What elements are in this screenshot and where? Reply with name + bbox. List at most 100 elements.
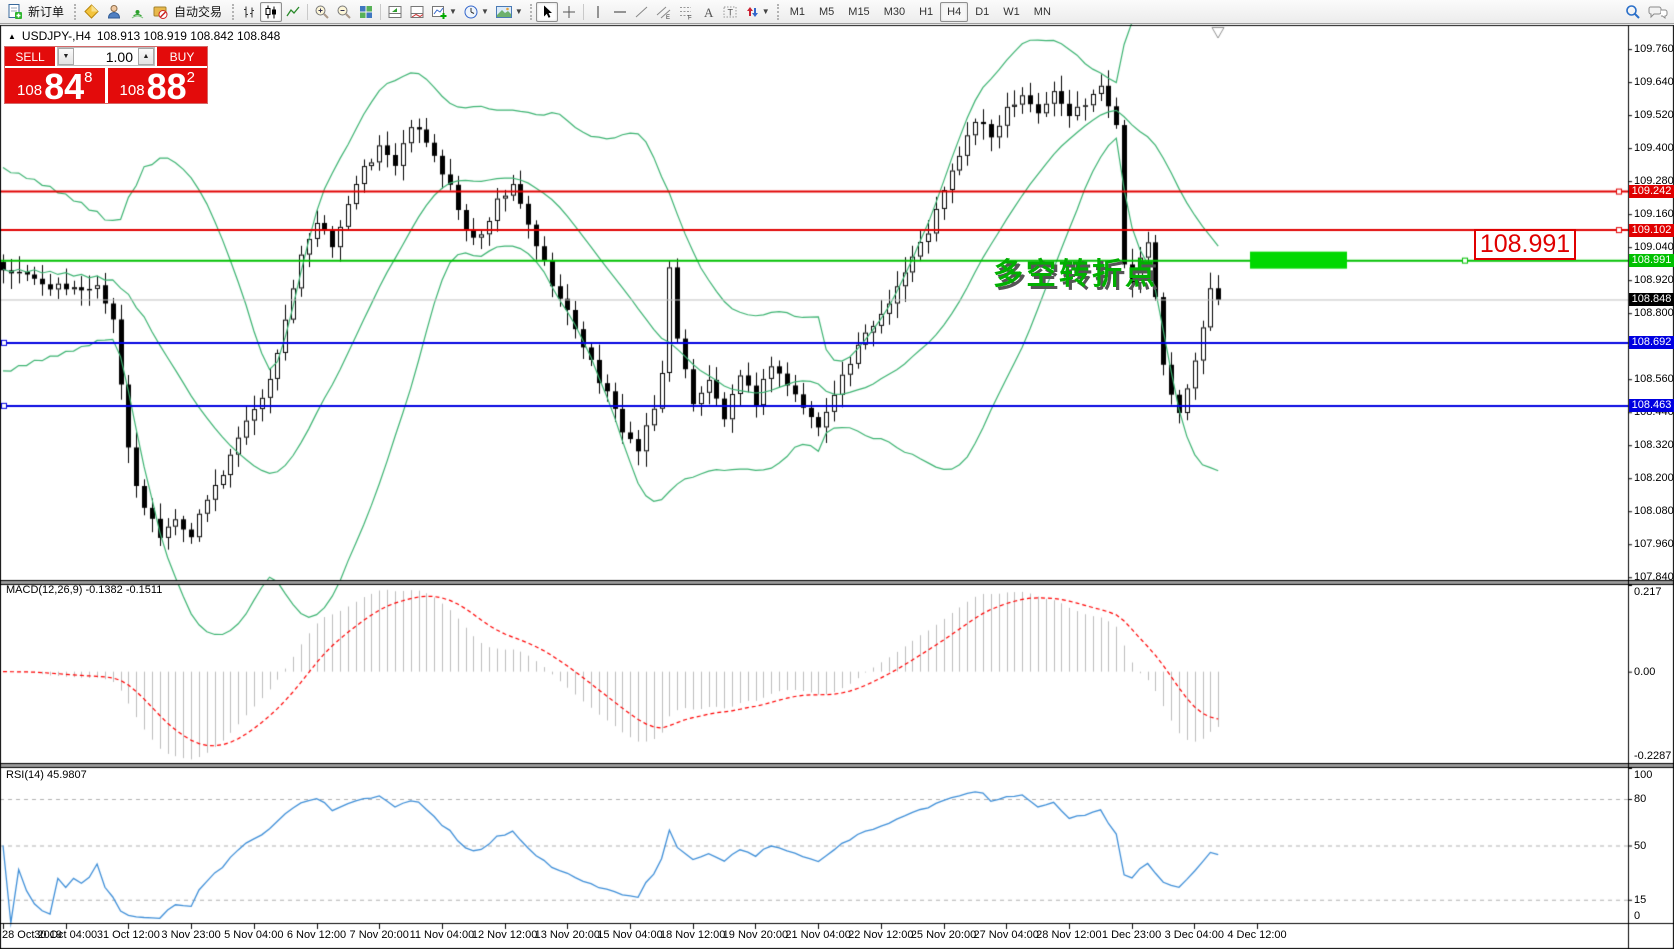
timeframe-button-d1[interactable]: D1 xyxy=(975,5,990,18)
toolbar-separator xyxy=(582,3,584,20)
add-indicator-button[interactable]: ▼ xyxy=(428,2,460,22)
rsi-pane-label: RSI(14) 45.9807 xyxy=(6,769,87,781)
toolbar-grip xyxy=(776,3,779,20)
zoom-out-button[interactable] xyxy=(333,2,355,22)
zoom-in-icon xyxy=(315,5,329,19)
dropdown-caret-icon: ▼ xyxy=(449,6,457,16)
profile-icon xyxy=(108,5,121,19)
horizontal-line-icon xyxy=(613,11,626,12)
timeframe-group: M1 M5 M15 M30 H1 H4 D1 W1 MN xyxy=(783,1,1058,22)
volume-input[interactable]: 1.00 xyxy=(105,48,133,65)
timeframe-button-m30[interactable]: M30 xyxy=(883,5,906,18)
cursor-tool-button[interactable] xyxy=(535,1,558,22)
buy-price-big: 88 xyxy=(146,66,187,107)
collapse-triangle-icon[interactable]: ▲ xyxy=(8,31,16,41)
auto-trading-icon xyxy=(153,6,168,19)
toolbar-separator xyxy=(380,3,382,20)
cursor-icon xyxy=(543,5,552,18)
zoom-in-button[interactable] xyxy=(311,2,333,22)
timeframe-button-h4[interactable]: H4 xyxy=(940,1,969,22)
tile-windows-icon xyxy=(360,5,373,18)
bar-chart-icon xyxy=(244,6,255,17)
clock-icon xyxy=(464,5,478,18)
buy-price-button[interactable]: 108 88 2 xyxy=(107,66,207,107)
search-icon xyxy=(1626,4,1640,19)
text-icon: A xyxy=(704,5,714,20)
horizontal-line-tool-button[interactable] xyxy=(609,2,631,22)
crosshair-icon xyxy=(562,5,575,18)
svg-text:A: A xyxy=(704,5,714,20)
market-button[interactable] xyxy=(80,2,103,22)
auto-trading-button[interactable]: 自动交易 xyxy=(149,2,228,22)
community-chat-button[interactable] xyxy=(1645,2,1671,22)
period-button[interactable]: ▼ xyxy=(460,2,492,22)
label-tool-button[interactable]: T xyxy=(719,2,741,22)
buy-price-sup: 2 xyxy=(186,69,195,86)
timeframe-button-m1[interactable]: M1 xyxy=(789,5,805,18)
chat-bubbles-icon xyxy=(1648,6,1668,19)
indicator-window-icon xyxy=(410,5,424,18)
volume-decrease-button[interactable]: ▼ xyxy=(58,48,74,65)
chart-ohlc-quotes: 108.913 108.919 108.842 108.848 xyxy=(96,29,281,43)
arrow-shapes-icon xyxy=(746,6,758,17)
toolbar: 新订单 自动交易 ▼ ▼ ▼ E F A T ▼ M1 M5 M15 M30 H1 H4 D… xyxy=(0,0,1674,24)
line-chart-button[interactable] xyxy=(282,2,304,22)
trendline-tool-button[interactable] xyxy=(631,2,653,22)
new-order-icon xyxy=(8,4,22,19)
svg-text:T: T xyxy=(727,7,733,17)
sell-price-big: 84 xyxy=(44,66,85,107)
new-order-label: 新订单 xyxy=(28,5,65,19)
data-window-button[interactable] xyxy=(384,2,406,22)
fibonacci-tool-button[interactable]: F xyxy=(675,2,697,22)
trendline-icon xyxy=(635,6,648,17)
timeframe-button-m15[interactable]: M15 xyxy=(848,5,870,18)
zoom-out-icon xyxy=(337,5,351,19)
sell-price-sup: 8 xyxy=(84,69,93,86)
template-button[interactable]: ▼ xyxy=(492,2,526,22)
text-label-icon: T xyxy=(723,6,737,17)
new-order-button[interactable]: 新订单 xyxy=(3,2,70,22)
toolbar-grip xyxy=(74,3,77,20)
candlestick-chart-icon xyxy=(265,5,277,18)
signal-button[interactable] xyxy=(126,2,149,22)
add-indicator-icon xyxy=(432,5,447,19)
bar-chart-button[interactable] xyxy=(238,2,260,22)
equidistant-channel-icon: E xyxy=(656,6,671,20)
buy-button[interactable]: BUY xyxy=(157,47,207,66)
auto-trading-label: 自动交易 xyxy=(174,5,223,19)
timeframe-button-mn[interactable]: MN xyxy=(1033,5,1051,18)
line-chart-icon xyxy=(286,6,300,16)
volume-increase-button[interactable]: ▲ xyxy=(138,48,154,65)
candlestick-chart-button[interactable] xyxy=(260,1,283,22)
buy-price-prefix: 108 xyxy=(119,82,145,99)
svg-text:F: F xyxy=(688,15,692,20)
timeframe-button-m5[interactable]: M5 xyxy=(819,5,835,18)
text-tool-button[interactable]: A xyxy=(697,2,719,22)
arrows-tool-button[interactable]: ▼ xyxy=(741,2,773,22)
sell-price-prefix: 108 xyxy=(17,82,43,99)
fibonacci-icon: F xyxy=(679,6,692,20)
dropdown-caret-icon: ▼ xyxy=(761,6,770,16)
search-button[interactable] xyxy=(1621,2,1645,22)
sell-button[interactable]: SELL xyxy=(5,47,55,66)
timeframe-button-w1[interactable]: W1 xyxy=(1003,5,1020,18)
market-diamond-icon xyxy=(84,4,99,19)
dropdown-caret-icon: ▼ xyxy=(480,6,489,16)
indicator-window-button[interactable] xyxy=(406,2,428,22)
macd-pane-label: MACD(12,26,9) -0.1382 -0.1511 xyxy=(6,584,163,596)
chart-annotation-text: 多空转折点 xyxy=(993,258,1158,291)
toolbar-grip xyxy=(232,3,235,20)
profile-button[interactable] xyxy=(103,2,126,22)
svg-text:E: E xyxy=(666,15,670,20)
vertical-line-tool-button[interactable] xyxy=(587,2,609,22)
dropdown-caret-icon: ▼ xyxy=(514,6,523,16)
toolbar-grip xyxy=(529,3,532,20)
signal-icon xyxy=(131,10,144,19)
tile-windows-button[interactable] xyxy=(355,2,377,22)
timeframe-button-h1[interactable]: H1 xyxy=(919,5,934,18)
channel-tool-button[interactable]: E xyxy=(653,2,675,22)
crosshair-tool-button[interactable] xyxy=(558,2,580,22)
toolbar-separator xyxy=(307,3,309,20)
sell-price-button[interactable]: 108 84 8 xyxy=(5,66,105,107)
